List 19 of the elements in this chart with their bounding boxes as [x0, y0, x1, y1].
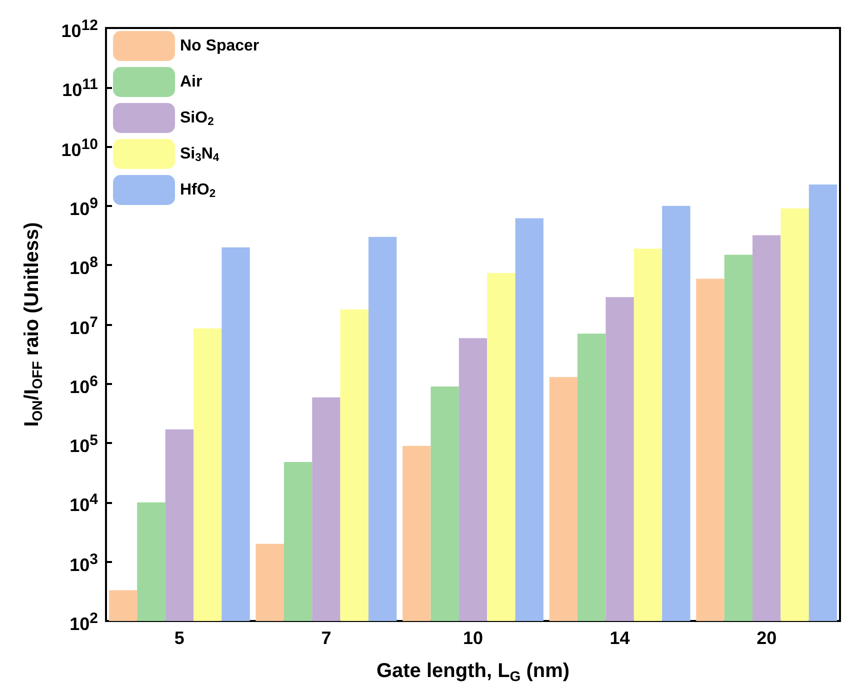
legend-label: No Spacer — [180, 38, 260, 54]
y-tick-label: 10$^{11}$ — [62, 75, 98, 102]
y-tick-label: 10$^{12}$ — [61, 16, 98, 42]
x-tick-label: 14 — [610, 628, 630, 648]
y-tick-label: 10$^{5}$ — [70, 431, 98, 458]
y-axis-title: ION/IOFF raio (Unitless) — [21, 222, 45, 427]
y-tick-label: 10$^{9}$ — [70, 194, 98, 220]
x-tick-label: 5 — [174, 628, 184, 648]
y-tick-label: 10$^{3}$ — [70, 550, 98, 576]
x-tick-label: 20 — [756, 628, 777, 648]
y-tick-label: 10$^{4}$ — [70, 490, 98, 516]
y-tick-label: 10$^{6}$ — [70, 372, 98, 398]
legend-label: Air — [180, 74, 202, 90]
y-tick-label: 10$^{2}$ — [70, 609, 98, 635]
x-tick-label: 7 — [321, 628, 332, 648]
y-tick-label: 10$^{7}$ — [70, 312, 98, 338]
y-tick-label: 10$^{10}$ — [61, 134, 98, 161]
y-tick-label: 10$^{8}$ — [70, 253, 98, 280]
x-tick-label: 10 — [462, 628, 484, 648]
